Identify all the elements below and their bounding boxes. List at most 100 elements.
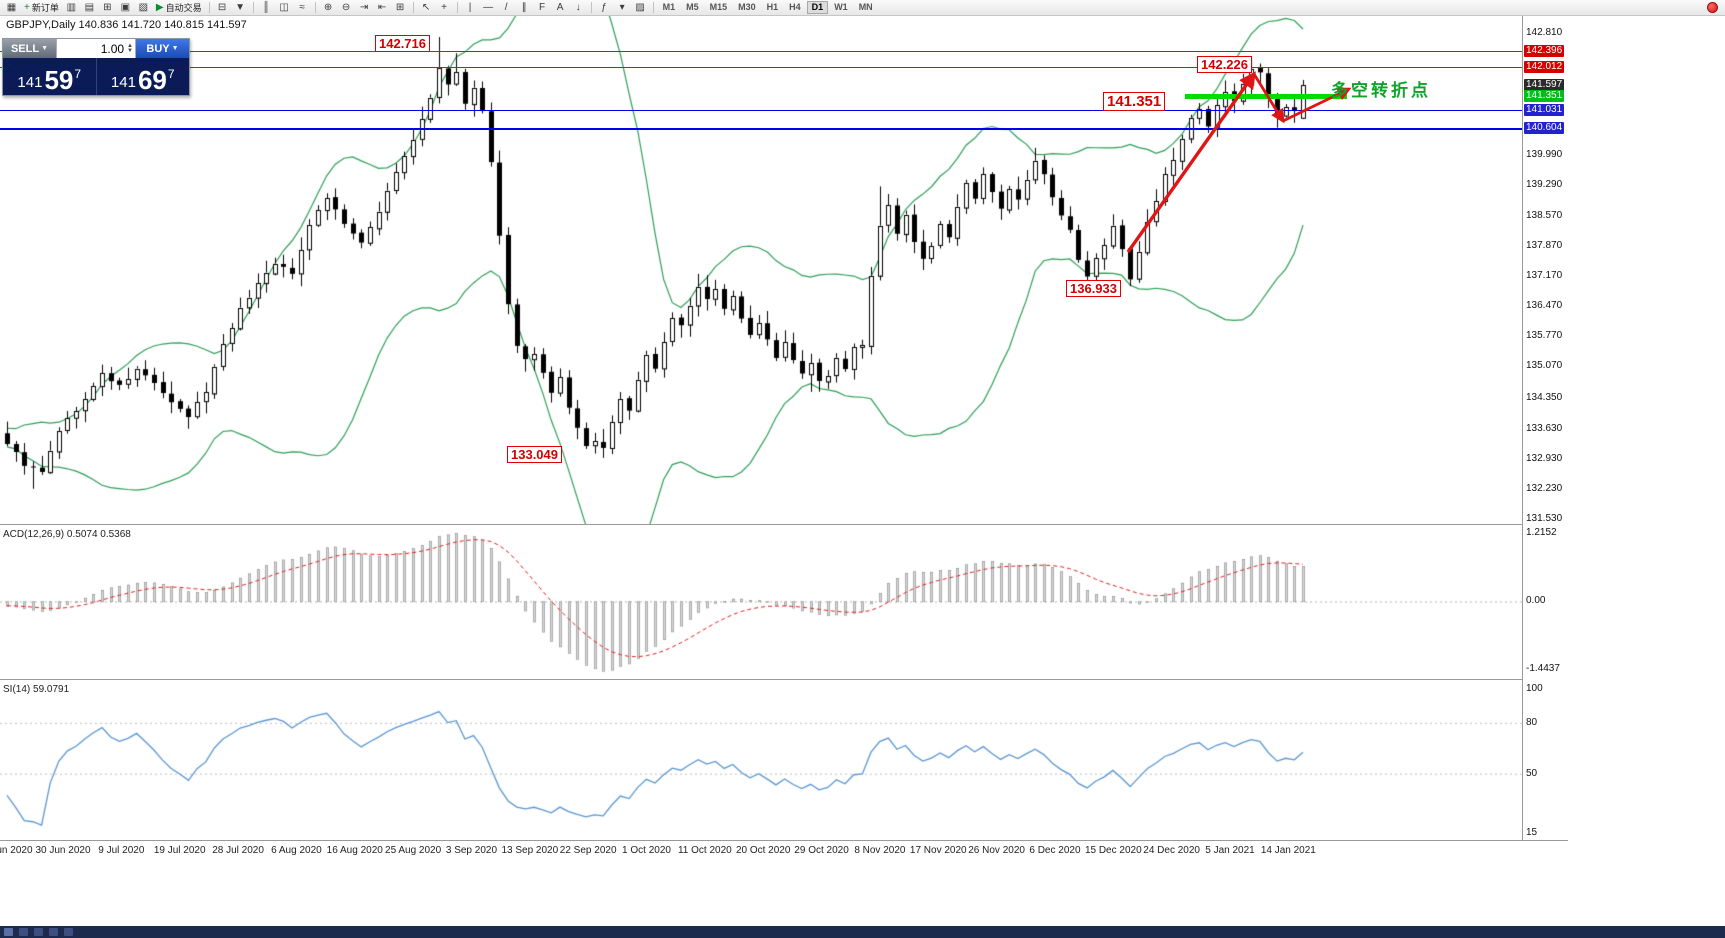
tile-windows-icon[interactable]: ⊞: [392, 1, 409, 15]
horizontal-level-line[interactable]: [0, 67, 1522, 68]
date-tick-label: 26 Nov 2020: [968, 845, 1025, 856]
date-tick-label: 19 Jun 2020: [0, 845, 33, 856]
zoom-out-icon[interactable]: ⊖: [338, 1, 355, 15]
date-tick-label: 11 Oct 2020: [677, 845, 732, 856]
new-chart-icon[interactable]: ⊟: [214, 1, 231, 15]
price-callout-label[interactable]: 141.351: [1103, 92, 1166, 111]
volume-down-icon[interactable]: ▼: [127, 47, 133, 54]
auto-scroll-icon[interactable]: ⇥: [356, 1, 373, 15]
one-click-trading-panel: SELL ▼ 1.00 ▲ ▼ BUY ▼ 141 59 7 141 69 7: [2, 38, 190, 96]
profiles-icon[interactable]: ▼: [232, 1, 249, 15]
price-scale[interactable]: 142.810 139.990 139.290 138.570 137.870 137.1…: [1522, 16, 1568, 840]
data-window-icon[interactable]: ▣: [117, 1, 134, 15]
rsi-panel-canvas[interactable]: [0, 680, 1522, 840]
trade-controls-row: SELL ▼ 1.00 ▲ ▼ BUY ▼: [3, 39, 189, 58]
record-icon[interactable]: [1707, 2, 1718, 13]
periods-dropdown-icon[interactable]: ▾: [614, 1, 631, 15]
price-marker: 142.012: [1524, 61, 1565, 74]
buy-price-display[interactable]: 141 69 7: [95, 58, 190, 95]
sell-price-display[interactable]: 141 59 7: [3, 58, 96, 95]
price-callout-label[interactable]: 142.226: [1197, 56, 1252, 73]
vertical-line-icon[interactable]: |: [462, 1, 479, 15]
templates-icon[interactable]: ▨: [632, 1, 649, 15]
sell-button[interactable]: SELL ▼: [3, 39, 56, 58]
date-tick-label: 5 Jan 2021: [1205, 845, 1255, 856]
volume-input[interactable]: 1.00 ▲ ▼: [56, 39, 136, 58]
taskbar-app-icon[interactable]: [34, 928, 43, 936]
line-chart-icon[interactable]: ≈: [294, 1, 311, 15]
toolbar-separator: [252, 2, 254, 13]
price-tick: 135.070: [1526, 360, 1563, 372]
timeframe-button-w1[interactable]: W1: [834, 2, 848, 12]
indicators-icon[interactable]: ƒ: [596, 1, 613, 15]
new-chart-icon: ⊟: [217, 1, 227, 13]
toolbar-separator: [590, 2, 592, 13]
price-marker: 141.597: [1524, 79, 1565, 92]
timeframe-button-h1[interactable]: H1: [766, 2, 779, 12]
taskbar-app-icon[interactable]: [49, 928, 58, 936]
text-label-icon[interactable]: A: [552, 1, 569, 15]
support-resistance-green-line[interactable]: [1185, 94, 1347, 99]
trendline-icon: /: [504, 1, 508, 13]
panel-separator[interactable]: [0, 679, 1568, 680]
price-tick: 133.630: [1526, 422, 1563, 434]
taskbar-app-icon[interactable]: [19, 928, 28, 936]
horizontal-line-icon[interactable]: —: [480, 1, 497, 15]
timeframe-button-m15[interactable]: M15: [709, 2, 728, 12]
price-callout-label[interactable]: 142.716: [375, 35, 430, 52]
price-marker: 141.351: [1524, 89, 1565, 102]
bar-chart-icon[interactable]: ║: [258, 1, 275, 15]
charts-toggle-icon[interactable]: ▥: [63, 1, 80, 15]
zoom-in-icon[interactable]: ⊕: [320, 1, 337, 15]
navigator-icon[interactable]: ⊞: [99, 1, 116, 15]
main-chart-canvas[interactable]: [0, 16, 1522, 524]
fibonacci-icon: F: [539, 1, 546, 13]
new-order-icon: +: [24, 1, 30, 13]
macd-label: ACD(12,26,9) 0.5074 0.5368: [3, 529, 131, 540]
start-button[interactable]: [4, 928, 13, 936]
chart-ohlc-header: GBPJPY,Daily 140.836 141.720 140.815 141…: [6, 19, 247, 31]
macd-panel-canvas[interactable]: [0, 525, 1522, 679]
zoom-out-icon: ⊖: [341, 1, 351, 13]
candlestick-chart-icon[interactable]: ◫: [276, 1, 293, 15]
timeframe-button-h4[interactable]: H4: [789, 2, 801, 12]
timeframe-button-m1[interactable]: M1: [662, 2, 676, 12]
panel-separator[interactable]: [0, 524, 1568, 525]
timeframe-button-d1[interactable]: D1: [806, 1, 829, 14]
horizontal-level-line[interactable]: [0, 51, 1522, 52]
market-watch-icon[interactable]: ▤: [81, 1, 98, 15]
date-tick-label: 25 Aug 2020: [385, 845, 442, 856]
date-tick-label: 19 Jul 2020: [153, 845, 206, 856]
buy-price-pipette: 7: [167, 67, 175, 81]
crosshair-icon[interactable]: +: [436, 1, 453, 15]
price-callout-label[interactable]: 136.933: [1066, 280, 1121, 297]
buy-button[interactable]: BUY ▼: [136, 39, 189, 58]
equidistant-channel-icon[interactable]: ∥: [516, 1, 533, 15]
cursor-icon[interactable]: ↖: [418, 1, 435, 15]
volume-up-icon[interactable]: ▲: [127, 42, 133, 49]
equidistant-channel-icon: ∥: [521, 1, 527, 13]
date-tick-label: 9 Jul 2020: [98, 845, 145, 856]
timeframe-button-mn[interactable]: MN: [858, 2, 873, 12]
taskbar-app-icon[interactable]: [64, 928, 73, 936]
new-order-button[interactable]: + 新订单: [21, 1, 62, 15]
autotrading-icon: ▶: [155, 1, 164, 13]
horizontal-level-line[interactable]: [0, 128, 1522, 130]
date-tick-label: 28 Jul 2020: [212, 845, 264, 856]
rsi-scale-tick: 15: [1526, 826, 1538, 838]
history-center-icon[interactable]: ▧: [135, 1, 152, 15]
chart-shift-icon[interactable]: ⇤: [374, 1, 391, 15]
timeframe-button-m5[interactable]: M5: [686, 2, 699, 12]
rsi-scale-tick: 50: [1526, 767, 1538, 779]
terminal-window-icon[interactable]: ▦: [3, 1, 20, 15]
price-marker: 140.604: [1524, 122, 1565, 135]
timeframe-button-m30[interactable]: M30: [738, 2, 756, 12]
date-tick-label: 1 Oct 2020: [622, 845, 671, 856]
price-callout-label[interactable]: 133.049: [507, 446, 562, 463]
horizontal-level-line[interactable]: [0, 110, 1522, 111]
trendline-icon[interactable]: /: [498, 1, 515, 15]
fibonacci-icon[interactable]: F: [534, 1, 551, 15]
autotrading-button[interactable]: ▶ 自动交易: [153, 1, 205, 15]
arrows-tool-icon[interactable]: ↓: [570, 1, 587, 15]
